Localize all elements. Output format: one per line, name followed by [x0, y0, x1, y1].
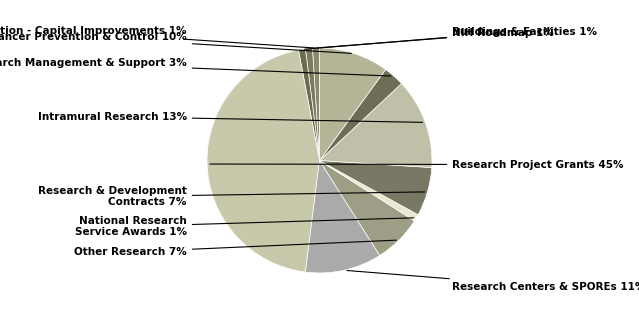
Text: Research Project Grants 45%: Research Project Grants 45% — [210, 160, 624, 169]
Text: Cancer Prevention & Control 10%: Cancer Prevention & Control 10% — [0, 32, 351, 53]
Wedge shape — [320, 160, 432, 215]
Text: Buildings & Facilities 1%: Buildings & Facilities 1% — [312, 27, 597, 48]
Wedge shape — [320, 160, 415, 256]
Wedge shape — [305, 48, 320, 160]
Text: Research & Development
Contracts 7%: Research & Development Contracts 7% — [38, 186, 425, 207]
Wedge shape — [320, 83, 432, 168]
Wedge shape — [207, 50, 320, 272]
Text: Construction - Capital Improvements 1%: Construction - Capital Improvements 1% — [0, 26, 313, 48]
Text: Intramural Research 13%: Intramural Research 13% — [38, 112, 422, 122]
Text: Research Centers & SPOREs 11%: Research Centers & SPOREs 11% — [347, 271, 639, 292]
Wedge shape — [312, 48, 320, 160]
Wedge shape — [320, 160, 418, 221]
Wedge shape — [320, 48, 385, 160]
Text: Research Management & Support 3%: Research Management & Support 3% — [0, 58, 391, 76]
Wedge shape — [298, 49, 320, 160]
Wedge shape — [320, 70, 401, 160]
Text: NIH Roadmap 1%: NIH Roadmap 1% — [305, 28, 554, 49]
Text: Other Research 7%: Other Research 7% — [74, 240, 396, 257]
Text: National Research
Service Awards 1%: National Research Service Awards 1% — [75, 215, 413, 237]
Wedge shape — [305, 160, 380, 273]
